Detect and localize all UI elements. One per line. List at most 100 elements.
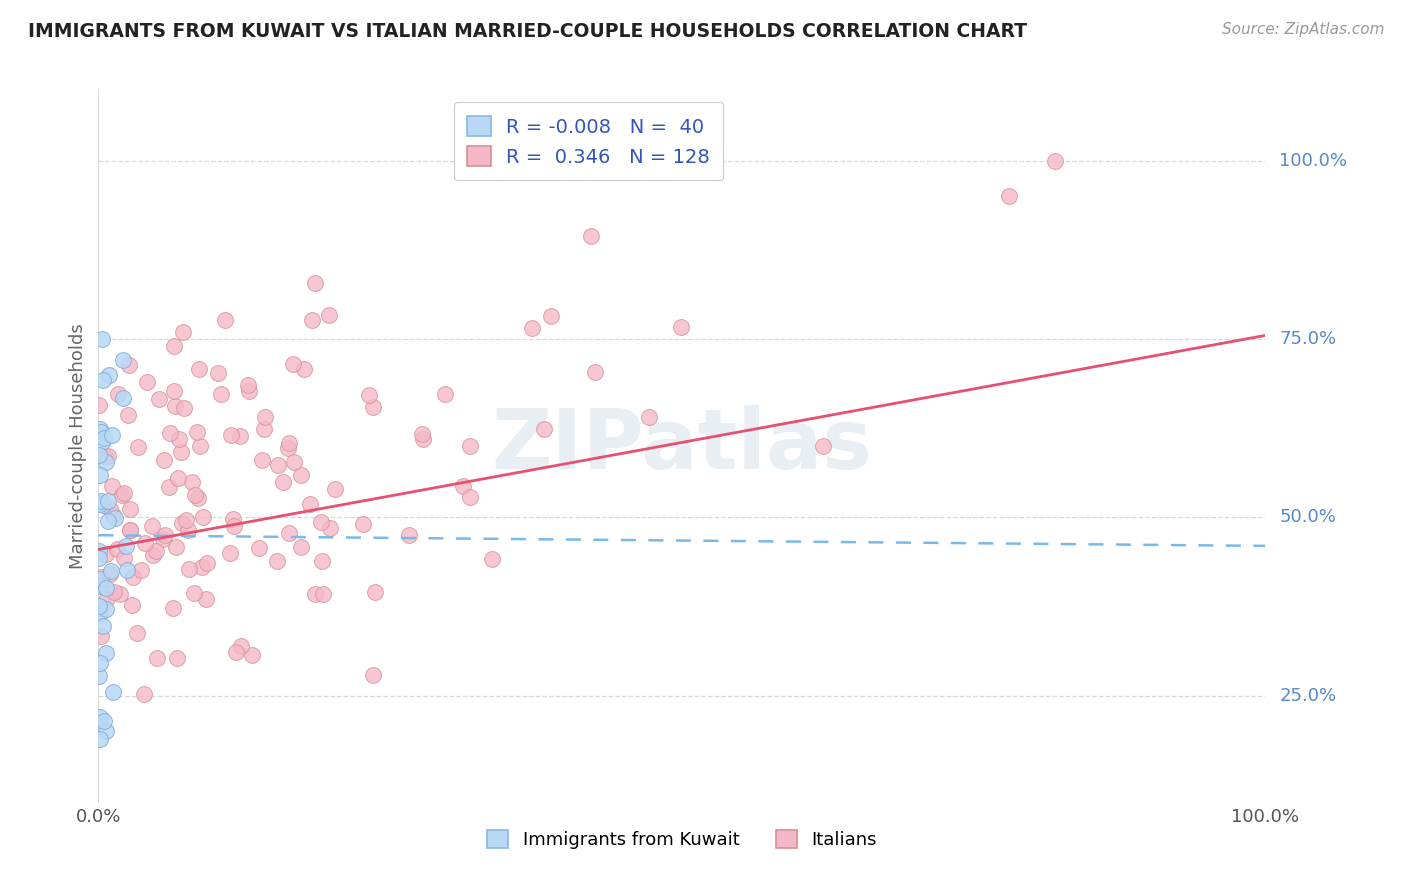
Point — [238, 384, 260, 398]
Point — [162, 600, 184, 615]
Point — [87, 669, 110, 683]
Point — [101, 685, 124, 699]
Point — [481, 551, 503, 566]
Point — [283, 455, 305, 469]
Point — [207, 366, 229, 380]
Point — [89, 468, 111, 483]
Point — [520, 320, 543, 334]
Point — [90, 494, 112, 508]
Point — [186, 425, 208, 439]
Point — [267, 458, 290, 472]
Point — [581, 229, 603, 244]
Point — [266, 554, 288, 568]
Point — [117, 409, 139, 423]
Point — [292, 361, 315, 376]
Point — [214, 312, 236, 326]
Point — [91, 332, 114, 346]
Point — [222, 512, 245, 526]
Point — [312, 586, 335, 600]
Point — [148, 392, 170, 407]
Point — [90, 572, 112, 586]
Point — [111, 353, 134, 368]
Point — [173, 401, 195, 415]
Point — [167, 471, 190, 485]
Point — [179, 562, 201, 576]
Point — [118, 358, 141, 372]
Point — [96, 547, 118, 561]
Point — [87, 551, 110, 566]
Point — [157, 480, 180, 494]
Point — [361, 401, 384, 415]
Point — [153, 453, 176, 467]
Point — [89, 607, 111, 621]
Point — [319, 521, 342, 535]
Point — [357, 388, 380, 402]
Point — [90, 425, 112, 439]
Point — [89, 579, 111, 593]
Point — [103, 585, 125, 599]
Point — [112, 550, 135, 565]
Point — [104, 511, 127, 525]
Point — [89, 731, 111, 746]
Point — [89, 498, 111, 512]
Point — [115, 539, 138, 553]
Point — [229, 639, 252, 653]
Point — [136, 375, 159, 389]
Point — [165, 540, 187, 554]
Point — [100, 564, 122, 578]
Point — [115, 563, 138, 577]
Point — [352, 517, 374, 532]
Point — [195, 592, 218, 607]
Point — [163, 338, 186, 352]
Point — [107, 387, 129, 401]
Point — [101, 428, 124, 442]
Point — [218, 546, 240, 560]
Point — [91, 435, 114, 450]
Point — [247, 541, 270, 555]
Point — [277, 526, 299, 541]
Point — [134, 687, 156, 701]
Point — [146, 651, 169, 665]
Point — [411, 427, 433, 442]
Point — [540, 309, 562, 323]
Point — [112, 485, 135, 500]
Point — [638, 410, 661, 425]
Point — [129, 563, 152, 577]
Point — [190, 560, 212, 574]
Point — [98, 368, 121, 382]
Point — [278, 435, 301, 450]
Point — [583, 365, 606, 379]
Point — [97, 514, 120, 528]
Point — [89, 599, 111, 613]
Point — [93, 431, 115, 445]
Point — [188, 440, 211, 454]
Point — [118, 501, 141, 516]
Point — [90, 496, 112, 510]
Point — [458, 439, 481, 453]
Point — [98, 502, 121, 516]
Point — [94, 582, 117, 596]
Point — [89, 710, 111, 724]
Point — [398, 528, 420, 542]
Point — [299, 497, 322, 511]
Point — [253, 422, 276, 436]
Point — [90, 570, 112, 584]
Point — [172, 325, 194, 339]
Point — [533, 422, 555, 436]
Text: 100.0%: 100.0% — [1279, 152, 1347, 169]
Point — [94, 450, 117, 464]
Text: Source: ZipAtlas.com: Source: ZipAtlas.com — [1222, 22, 1385, 37]
Point — [193, 510, 215, 524]
Point — [122, 570, 145, 584]
Point — [209, 387, 232, 401]
Point — [669, 320, 692, 334]
Text: 75.0%: 75.0% — [1279, 330, 1337, 348]
Point — [311, 554, 333, 568]
Point — [94, 455, 117, 469]
Point — [127, 440, 149, 454]
Point — [89, 422, 111, 436]
Point — [111, 488, 134, 502]
Point — [94, 602, 117, 616]
Point — [181, 475, 204, 489]
Point — [101, 479, 124, 493]
